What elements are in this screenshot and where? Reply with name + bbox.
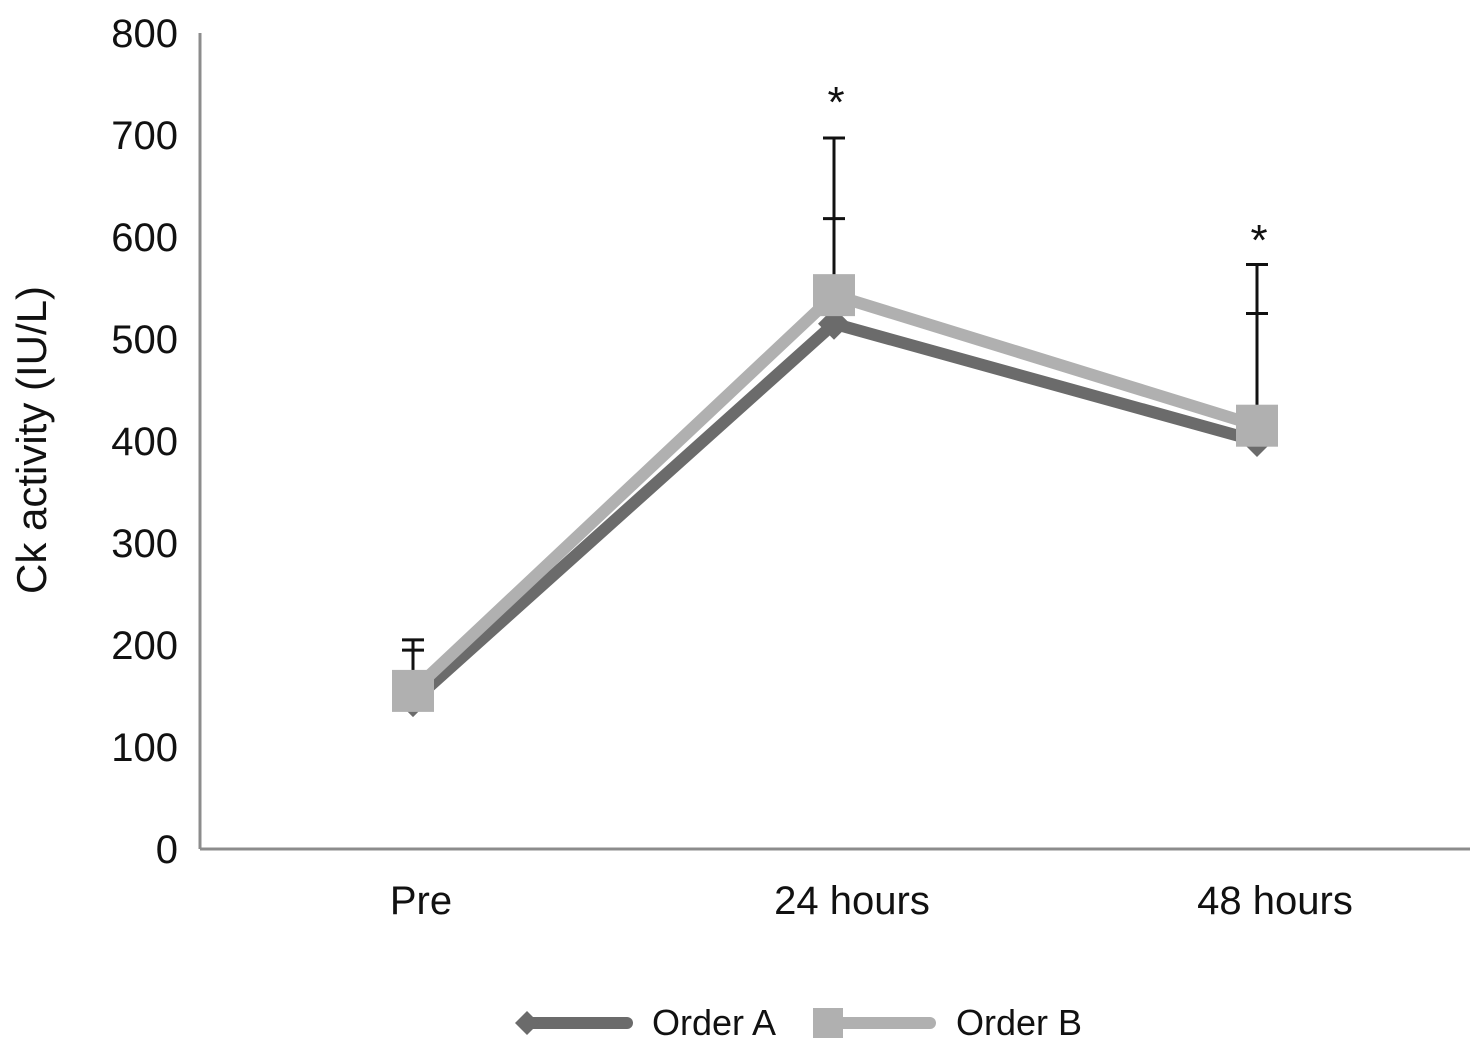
data-point-order-b: [1236, 404, 1278, 447]
series-line-order-a: [407, 317, 1263, 708]
x-tick-label: 24 hours: [774, 879, 930, 923]
legend-label-order-b: Order B: [956, 1002, 1082, 1042]
series-lines: [407, 289, 1263, 708]
axes: [198, 33, 1470, 851]
legend-swatch-marker-order-a: [515, 1011, 539, 1035]
y-tick-label: 500: [111, 318, 178, 362]
series-markers: [392, 274, 1278, 718]
error-bars: [402, 136, 1268, 702]
data-point-order-b: [392, 669, 434, 712]
y-tick-label: 200: [111, 624, 178, 668]
y-tick-label: 700: [111, 114, 178, 158]
significance-marker: *: [1250, 216, 1267, 265]
y-tick-label: 300: [111, 522, 178, 566]
y-tick-label: 100: [111, 726, 178, 770]
y-tick-label: 600: [111, 216, 178, 260]
significance-marker: *: [827, 78, 844, 127]
annotations: **: [827, 78, 1267, 265]
data-point-order-b: [813, 274, 855, 317]
x-tick-label: 48 hours: [1197, 879, 1353, 923]
legend-swatch-marker-order-b: [813, 1008, 843, 1038]
tick-labels: 0 100 200 300 400 500 600 700 800 Pre 24 hours 48 h…: [111, 12, 1353, 923]
y-tick-label: 800: [111, 12, 178, 56]
series-line-order-b: [407, 289, 1263, 697]
legend-label-order-a: Order A: [652, 1002, 776, 1042]
y-tick-label: 0: [156, 828, 178, 872]
x-tick-label: Pre: [390, 879, 452, 923]
y-tick-label: 400: [111, 420, 178, 464]
y-axis-label: Ck activity (IU/L): [8, 286, 55, 594]
legend: Order A Order B: [515, 1002, 1082, 1042]
